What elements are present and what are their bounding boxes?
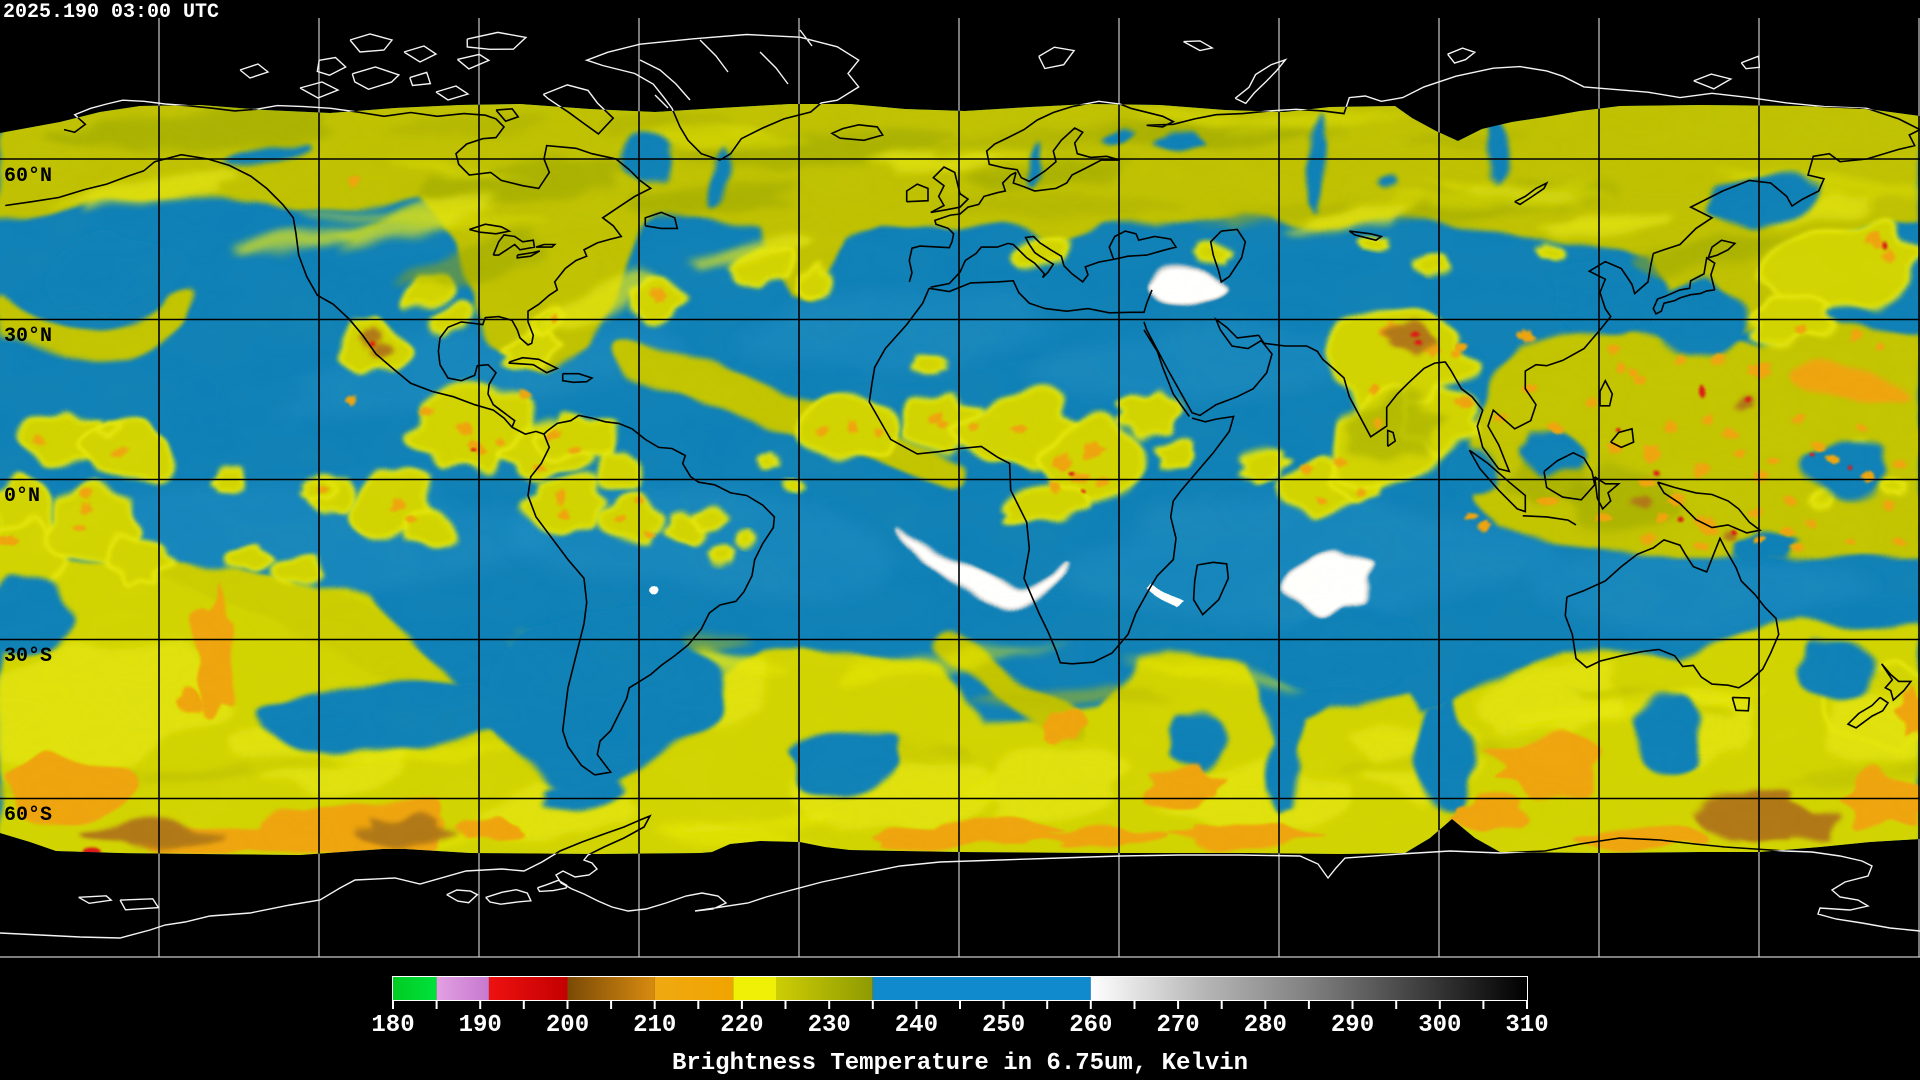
svg-text:2025.190 03:00 UTC: 2025.190 03:00 UTC [3, 1, 219, 24]
svg-text:200: 200 [546, 1012, 589, 1039]
svg-text:240: 240 [895, 1012, 938, 1039]
svg-text:0°N: 0°N [4, 485, 40, 508]
svg-text:310: 310 [1505, 1012, 1548, 1039]
svg-text:250: 250 [982, 1012, 1025, 1039]
svg-text:180: 180 [371, 1012, 414, 1039]
svg-text:30°N: 30°N [4, 325, 52, 348]
svg-text:290: 290 [1331, 1012, 1374, 1039]
svg-text:60°N: 60°N [4, 165, 52, 188]
svg-text:220: 220 [720, 1012, 763, 1039]
svg-text:280: 280 [1244, 1012, 1287, 1039]
svg-text:300: 300 [1418, 1012, 1461, 1039]
svg-text:210: 210 [633, 1012, 676, 1039]
svg-text:Brightness Temperature in 6.75: Brightness Temperature in 6.75um, Kelvin [672, 1050, 1248, 1077]
svg-text:260: 260 [1069, 1012, 1112, 1039]
svg-text:60°S: 60°S [4, 804, 52, 827]
svg-text:190: 190 [459, 1012, 502, 1039]
svg-text:270: 270 [1156, 1012, 1199, 1039]
svg-text:230: 230 [808, 1012, 851, 1039]
svg-text:30°S: 30°S [4, 645, 52, 668]
